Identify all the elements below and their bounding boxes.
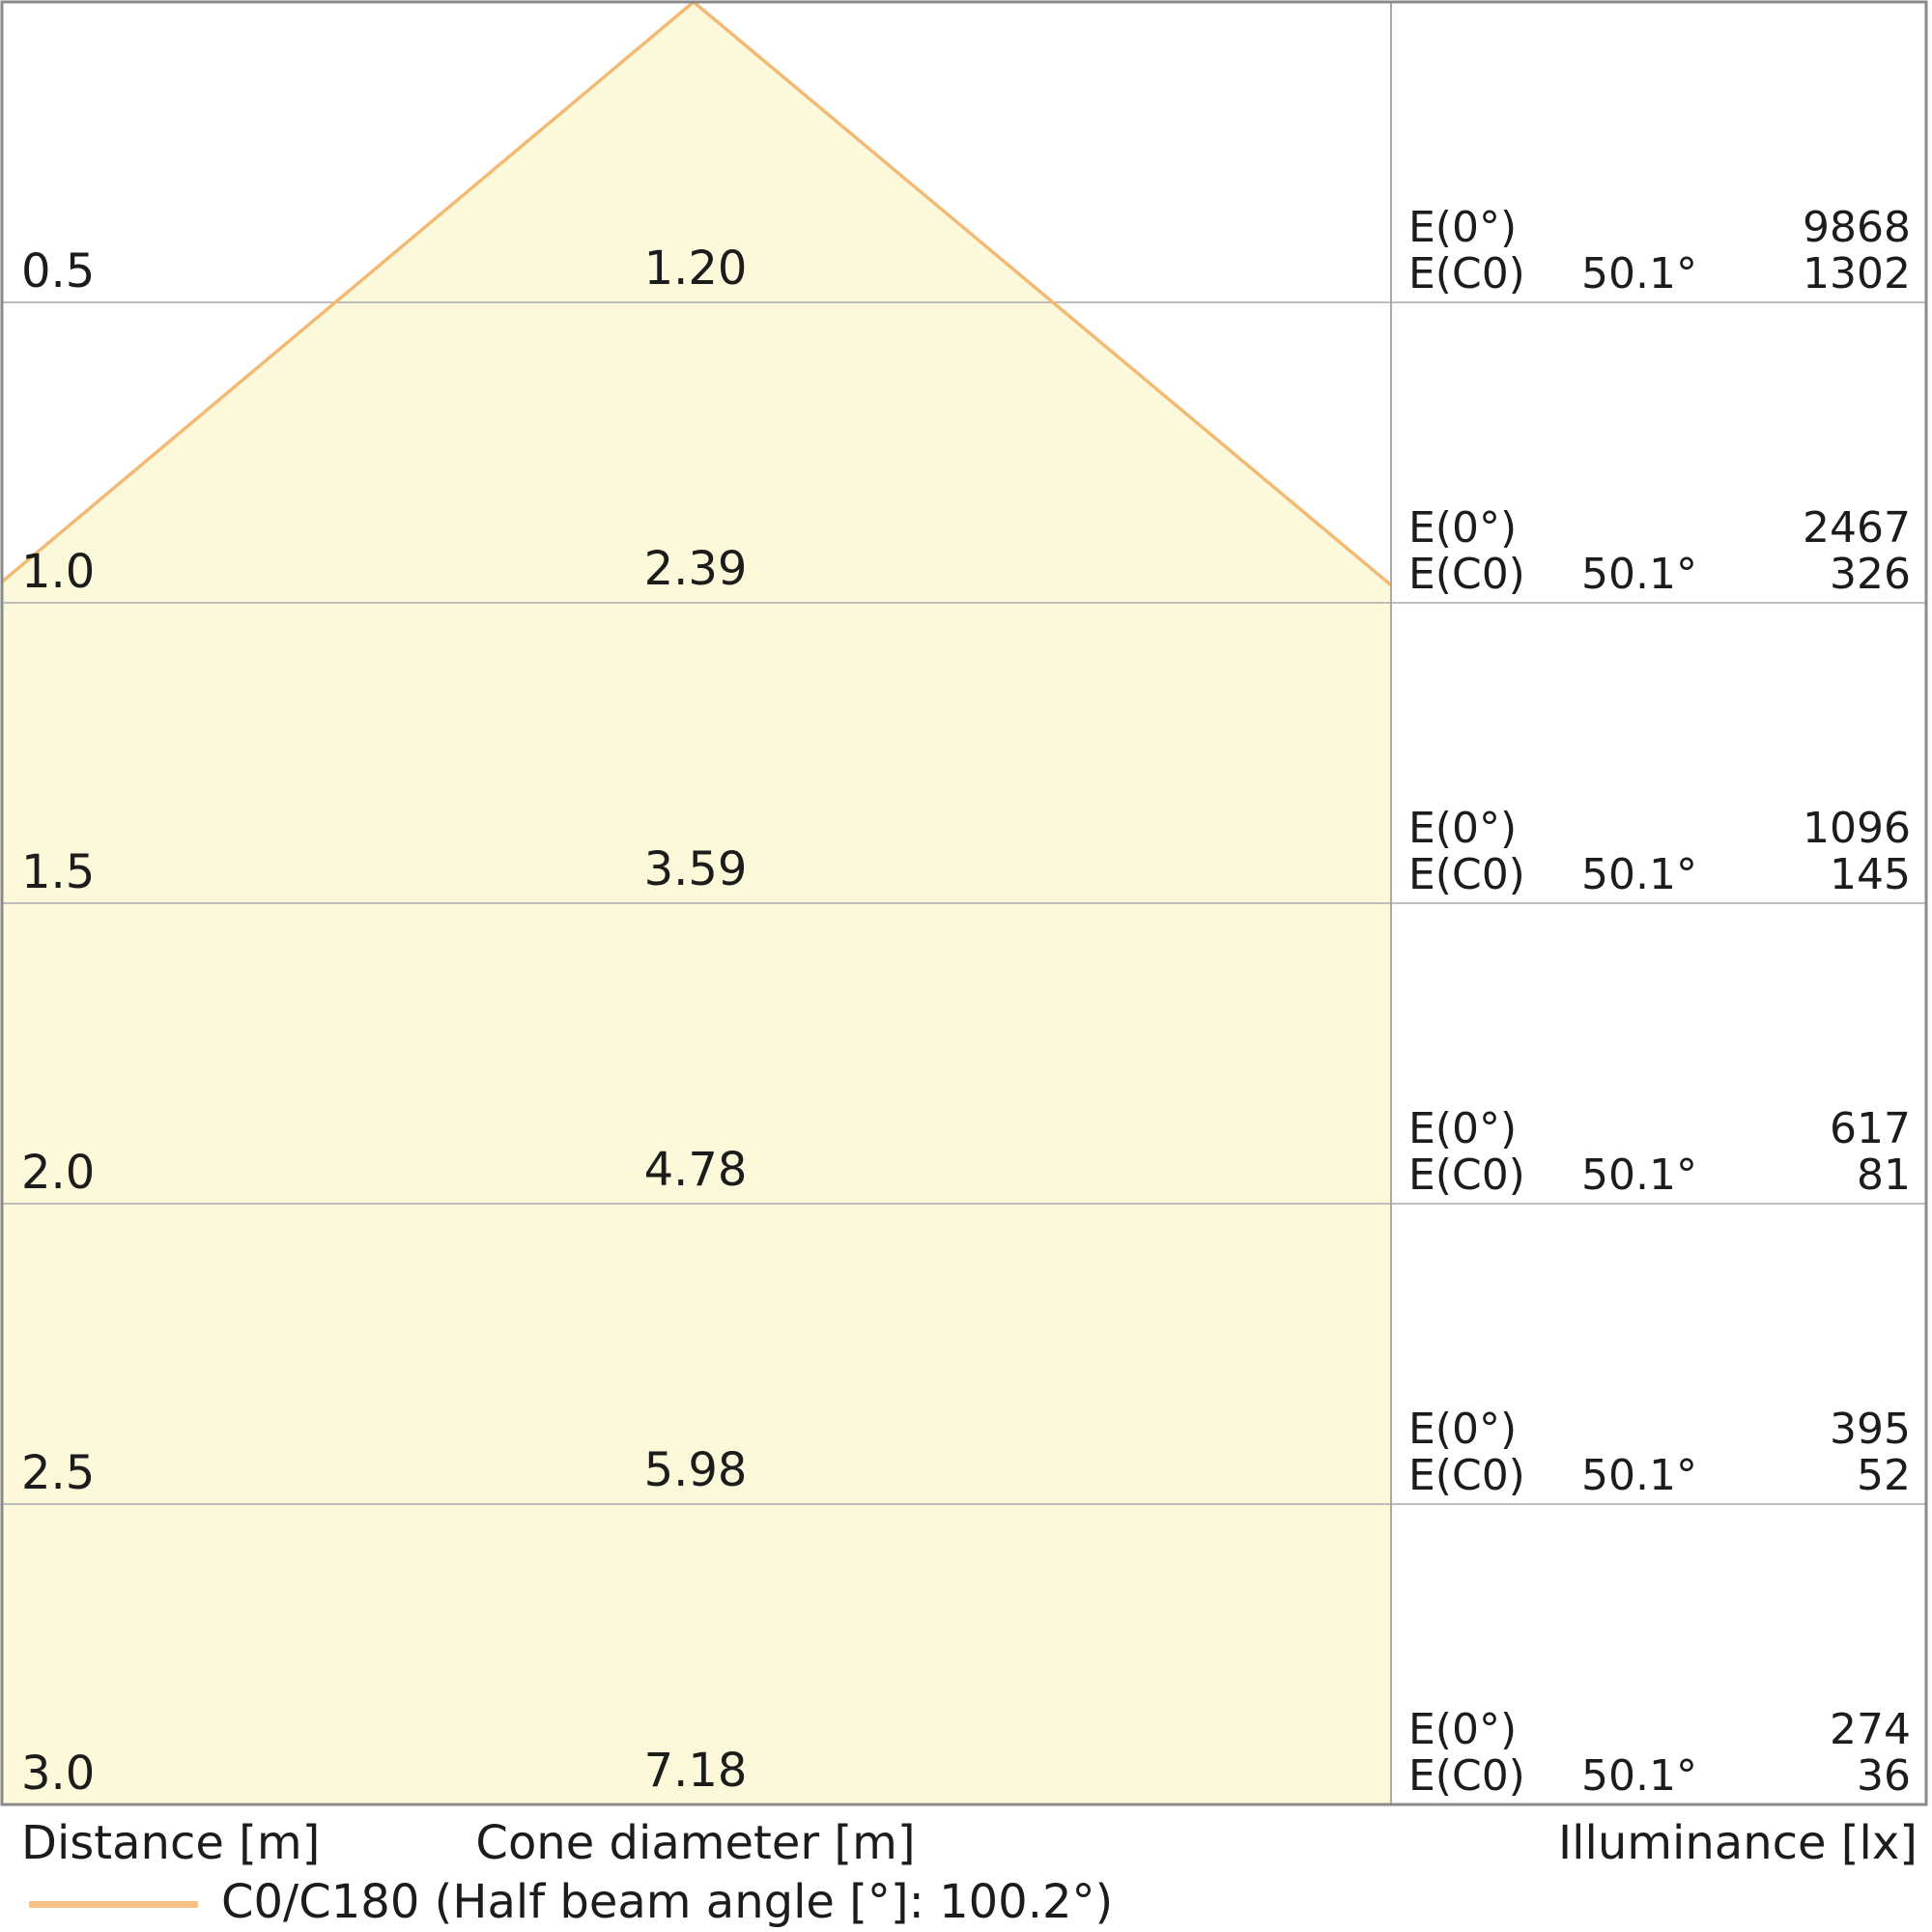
e0-line: E(0°) 1096	[0, 804, 1932, 856]
e0-value: 274	[1830, 1705, 1911, 1754]
e0-value: 2467	[1803, 503, 1911, 553]
legend: C0/C180 (Half beam angle [°]: 100.2°)	[0, 1875, 1932, 1932]
beam-angle-value: 50.1°	[1581, 249, 1697, 298]
ec0-value: 36	[1857, 1751, 1911, 1801]
cone-diameter-value: 3.59	[643, 842, 748, 896]
beam-angle-value: 50.1°	[1581, 850, 1697, 899]
e0-label: E(0°)	[1408, 1104, 1518, 1153]
cone-diameter-value: 4.78	[643, 1143, 748, 1197]
ec0-value: 52	[1857, 1451, 1911, 1500]
ec0-line: E(C0) 50.1° 145	[0, 850, 1932, 902]
ec0-value: 1302	[1803, 249, 1911, 298]
beam-angle-value: 50.1°	[1581, 1151, 1697, 1200]
legend-line-swatch	[29, 1901, 198, 1908]
ec0-value: 326	[1830, 550, 1911, 599]
ec0-label: E(C0)	[1408, 1151, 1525, 1200]
ec0-line: E(C0) 50.1° 52	[0, 1451, 1932, 1503]
e0-label: E(0°)	[1408, 804, 1518, 853]
e0-line: E(0°) 9868	[0, 203, 1932, 255]
distance-tick-label: 1.5	[21, 845, 96, 899]
distance-tick-label: 3.0	[21, 1747, 96, 1801]
e0-line: E(0°) 2467	[0, 503, 1932, 555]
ec0-value: 81	[1857, 1151, 1911, 1200]
illuminance-axis-label: Illuminance [lx]	[1558, 1816, 1918, 1870]
e0-value: 1096	[1803, 804, 1911, 853]
plot-frame	[0, 0, 1928, 1806]
ec0-line: E(C0) 50.1° 36	[0, 1751, 1932, 1804]
beam-angle-value: 50.1°	[1581, 1751, 1697, 1801]
cone-diameter-value: 5.98	[643, 1443, 748, 1497]
e0-label: E(0°)	[1408, 203, 1518, 252]
ec0-label: E(C0)	[1408, 249, 1525, 298]
distance-tick-label: 2.5	[21, 1446, 96, 1500]
cone-diameter-axis-label: Cone diameter [m]	[475, 1816, 916, 1870]
e0-value: 395	[1830, 1405, 1911, 1454]
ec0-line: E(C0) 50.1° 1302	[0, 249, 1932, 301]
ec0-label: E(C0)	[1408, 850, 1525, 899]
cone-diameter-value: 1.20	[643, 242, 748, 296]
e0-value: 9868	[1803, 203, 1911, 252]
ec0-line: E(C0) 50.1° 81	[0, 1151, 1932, 1203]
e0-label: E(0°)	[1408, 1705, 1518, 1754]
distance-tick-label: 0.5	[21, 244, 96, 298]
e0-line: E(0°) 274	[0, 1705, 1932, 1757]
ec0-label: E(C0)	[1408, 1751, 1525, 1801]
ec0-line: E(C0) 50.1° 326	[0, 550, 1932, 602]
ec0-label: E(C0)	[1408, 1451, 1525, 1500]
distance-tick-label: 2.0	[21, 1146, 96, 1200]
beam-angle-value: 50.1°	[1581, 550, 1697, 599]
distance-tick-label: 1.0	[21, 545, 96, 599]
cone-diameter-value: 2.39	[643, 542, 748, 596]
cone-diameter-value: 7.18	[643, 1744, 748, 1798]
e0-line: E(0°) 395	[0, 1406, 1932, 1457]
ec0-label: E(C0)	[1408, 550, 1525, 599]
beam-angle-value: 50.1°	[1581, 1451, 1697, 1500]
ec0-value: 145	[1830, 850, 1911, 899]
e0-value: 617	[1830, 1104, 1911, 1153]
legend-label: C0/C180 (Half beam angle [°]: 100.2°)	[221, 1875, 1114, 1929]
e0-label: E(0°)	[1408, 503, 1518, 553]
e0-line: E(0°) 617	[0, 1104, 1932, 1156]
distance-axis-label: Distance [m]	[21, 1816, 321, 1870]
e0-label: E(0°)	[1408, 1405, 1518, 1454]
